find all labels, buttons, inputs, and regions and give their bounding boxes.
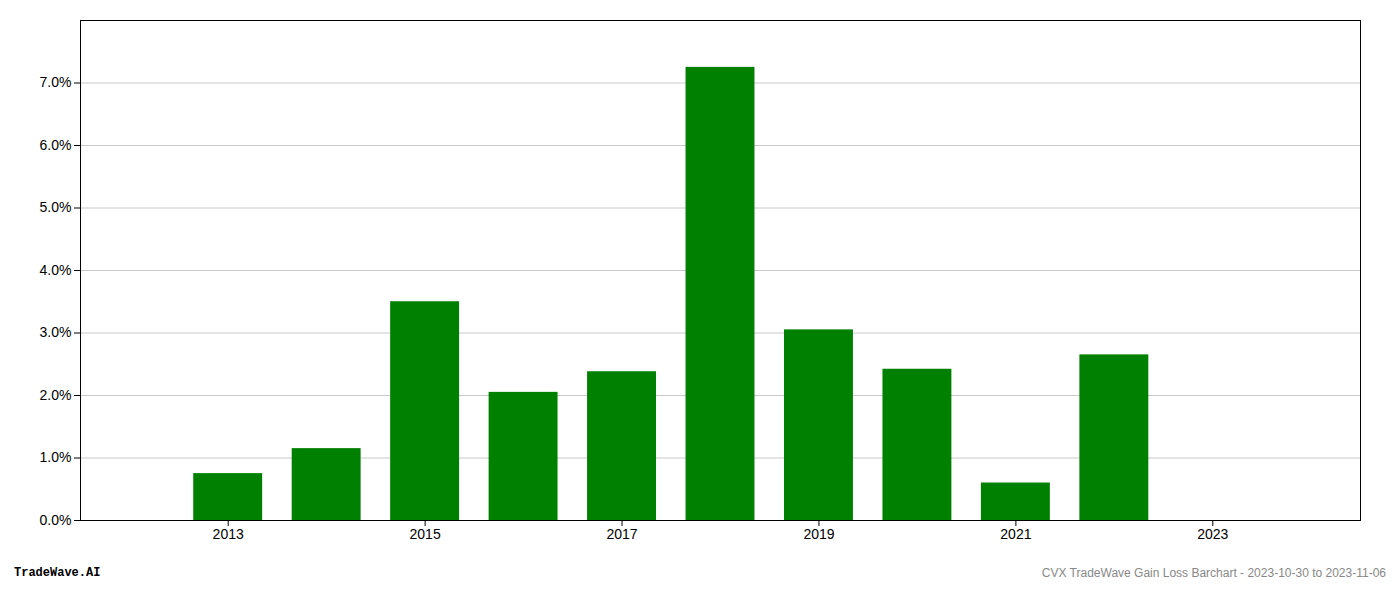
svg-text:2.0%: 2.0% bbox=[40, 387, 72, 403]
svg-text:3.0%: 3.0% bbox=[40, 324, 72, 340]
html-text:CVX TradeWave Gain Loss Barcha: CVX TradeWave Gain Loss Barchart - 2023-… bbox=[1041, 566, 1386, 580]
svg-text:1.0%: 1.0% bbox=[40, 449, 72, 465]
svg-text:2019: 2019 bbox=[803, 526, 834, 542]
svg-text:6.0%: 6.0% bbox=[40, 137, 72, 153]
svg-text:2021: 2021 bbox=[1000, 526, 1031, 542]
svg-text:2013: 2013 bbox=[213, 526, 244, 542]
svg-text:5.0%: 5.0% bbox=[40, 199, 72, 215]
svg-text:0.0%: 0.0% bbox=[40, 512, 72, 528]
html-text:TradeWave.AI: TradeWave.AI bbox=[14, 566, 101, 580]
svg-text:7.0%: 7.0% bbox=[40, 74, 72, 90]
svg-text:2015: 2015 bbox=[410, 526, 441, 542]
svg-text:2017: 2017 bbox=[606, 526, 637, 542]
svg-text:2023: 2023 bbox=[1197, 526, 1228, 542]
svg-text:4.0%: 4.0% bbox=[40, 262, 72, 278]
